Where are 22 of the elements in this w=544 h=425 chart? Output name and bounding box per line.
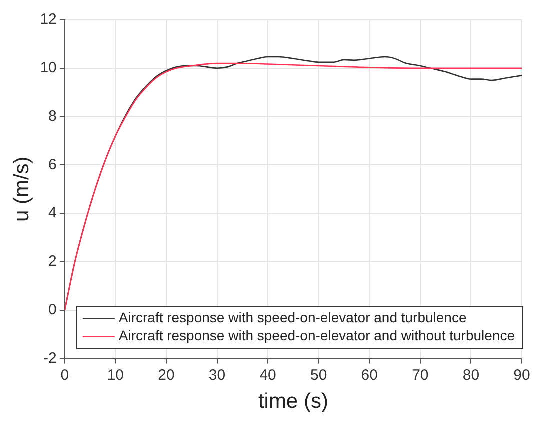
x-tick-label: 40 <box>260 366 276 384</box>
x-tick-label: 60 <box>361 366 378 384</box>
x-axis-title: time (s) <box>258 390 328 414</box>
y-tick-label: 6 <box>48 156 57 174</box>
x-tick-label: 10 <box>107 366 124 384</box>
x-tick-label: 20 <box>158 366 175 384</box>
x-tick-label: 30 <box>208 366 226 384</box>
x-tick-label: 70 <box>412 366 429 384</box>
x-tick-label: 50 <box>310 366 328 384</box>
legend-label: Aircraft response with speed-on-elevator and turbulence <box>118 310 467 326</box>
x-tick-label: 80 <box>462 366 480 384</box>
y-tick-label: 4 <box>48 204 57 222</box>
y-tick-label: 0 <box>48 302 57 319</box>
legend-label: Aircraft response with speed-on-elevator and without turbulence <box>118 328 516 344</box>
x-tick-label: 90 <box>514 366 530 384</box>
y-tick-label: 10 <box>40 60 57 77</box>
y-tick-label: -2 <box>44 350 57 367</box>
y-tick-label: 2 <box>48 253 57 270</box>
y-axis-title: u (m/s) <box>10 156 34 222</box>
y-tick-label: 8 <box>48 108 57 125</box>
y-tick-label: 12 <box>40 11 57 28</box>
x-tick-label: 0 <box>60 366 70 384</box>
